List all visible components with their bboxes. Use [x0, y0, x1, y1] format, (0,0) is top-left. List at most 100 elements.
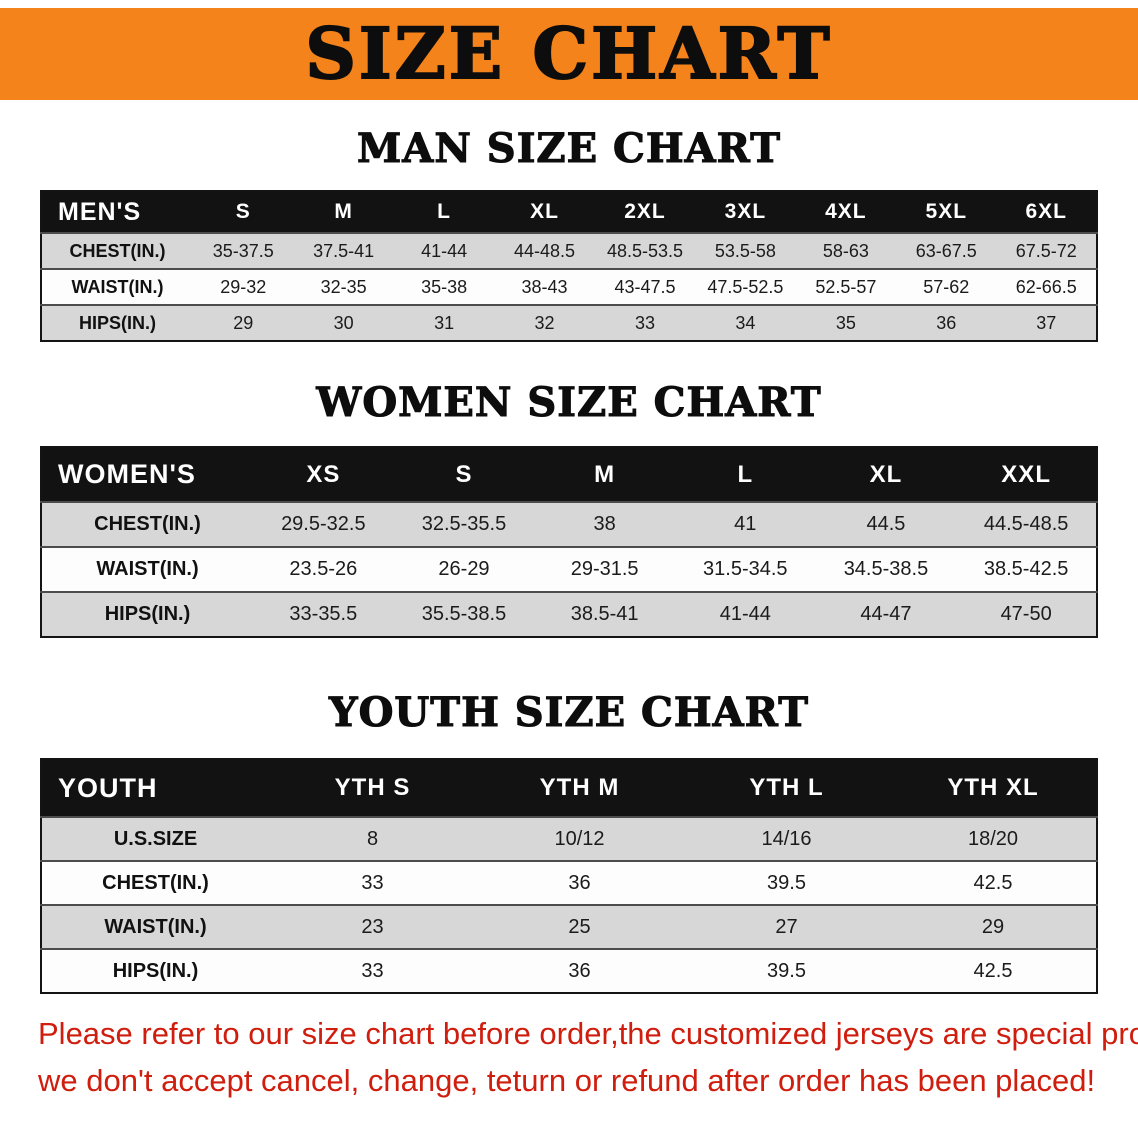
value-cell: 33: [594, 304, 696, 341]
value-cell: 34.5-38.5: [815, 546, 957, 592]
table-row: HIPS(IN.) 33-35.5 35.5-38.5 38.5-41 41-44 44-…: [41, 591, 1097, 637]
value-cell: 43-47.5: [594, 268, 696, 305]
value-cell: 37.5-41: [293, 232, 394, 269]
value-cell: 25: [476, 904, 683, 949]
size-header-cell: L: [674, 447, 816, 502]
value-cell: 29.5-32.5: [253, 501, 394, 547]
value-cell: 30: [293, 304, 394, 341]
value-cell: 38.5-41: [534, 591, 675, 637]
row-label-cell: CHEST(IN.): [41, 501, 253, 547]
table-row: WAIST(IN.) 29-32 32-35 35-38 38-43 43-47.5 47.…: [41, 268, 1097, 305]
value-cell: 18/20: [890, 816, 1097, 861]
row-label-cell: U.S.SIZE: [41, 816, 269, 861]
value-cell: 36: [476, 948, 683, 993]
youth-size-table: YOUTH YTH S YTH M YTH L YTH XL U.S.SIZE 8 10/12…: [40, 758, 1098, 994]
size-header-cell: 2XL: [594, 191, 696, 233]
value-cell: 38: [534, 501, 675, 547]
size-header-cell: M: [534, 447, 675, 502]
value-cell: 23: [269, 904, 476, 949]
value-cell: 38-43: [494, 268, 595, 305]
value-cell: 29-31.5: [534, 546, 675, 592]
row-label-cell: WAIST(IN.): [41, 546, 253, 592]
row-label-cell: HIPS(IN.): [41, 304, 193, 341]
value-cell: 38.5-42.5: [956, 546, 1097, 592]
banner-title: SIZE CHART: [304, 12, 833, 95]
row-label-cell: CHEST(IN.): [41, 860, 269, 905]
table-header-row: WOMEN'S XS S M L XL XXL: [41, 447, 1097, 502]
value-cell: 32-35: [293, 268, 394, 305]
value-cell: 32: [494, 304, 595, 341]
value-cell: 53.5-58: [695, 232, 796, 269]
women-section-heading: WOMEN SIZE CHART: [316, 379, 822, 426]
value-cell: 58-63: [795, 232, 897, 269]
men-size-section: MAN SIZE CHART MEN'S S M L XL 2XL 3XL 4XL 5XL 6XL…: [0, 125, 1138, 342]
men-size-table: MEN'S S M L XL 2XL 3XL 4XL 5XL 6XL CHEST(IN.) 35-37…: [40, 190, 1098, 342]
size-header-cell: S: [393, 447, 535, 502]
size-header-cell: 3XL: [695, 191, 796, 233]
table-title-cell: YOUTH: [41, 759, 269, 817]
value-cell: 44.5-48.5: [956, 501, 1097, 547]
value-cell: 41-44: [393, 232, 495, 269]
table-row: HIPS(IN.) 29 30 31 32 33 34 35 36 37: [41, 304, 1097, 341]
size-header-cell: YTH M: [476, 759, 683, 817]
size-header-cell: XL: [815, 447, 957, 502]
value-cell: 44-48.5: [494, 232, 595, 269]
value-cell: 35-38: [393, 268, 495, 305]
table-row: U.S.SIZE 8 10/12 14/16 18/20: [41, 816, 1097, 861]
size-header-cell: M: [293, 191, 394, 233]
size-header-cell: XL: [494, 191, 595, 233]
value-cell: 67.5-72: [996, 232, 1097, 269]
value-cell: 31: [393, 304, 495, 341]
size-chart-banner: SIZE CHART: [0, 8, 1138, 100]
table-header-row: YOUTH YTH S YTH M YTH L YTH XL: [41, 759, 1097, 817]
size-header-cell: S: [193, 191, 294, 233]
value-cell: 26-29: [393, 546, 535, 592]
value-cell: 42.5: [890, 948, 1097, 993]
table-row: CHEST(IN.) 33 36 39.5 42.5: [41, 860, 1097, 905]
value-cell: 29: [890, 904, 1097, 949]
value-cell: 41-44: [674, 591, 816, 637]
value-cell: 23.5-26: [253, 546, 394, 592]
value-cell: 10/12: [476, 816, 683, 861]
size-header-cell: YTH L: [683, 759, 890, 817]
youth-section-heading: YOUTH SIZE CHART: [328, 689, 809, 736]
size-header-cell: XXL: [956, 447, 1097, 502]
disclaimer-line-2: we don't accept cancel, change, teturn o…: [38, 1063, 1096, 1098]
value-cell: 48.5-53.5: [594, 232, 696, 269]
value-cell: 37: [996, 304, 1097, 341]
value-cell: 29: [193, 304, 294, 341]
size-header-cell: YTH S: [269, 759, 476, 817]
value-cell: 39.5: [683, 948, 890, 993]
value-cell: 14/16: [683, 816, 890, 861]
value-cell: 41: [674, 501, 816, 547]
size-header-cell: L: [393, 191, 495, 233]
size-header-cell: 4XL: [795, 191, 897, 233]
value-cell: 36: [896, 304, 997, 341]
men-section-heading: MAN SIZE CHART: [356, 125, 781, 172]
disclaimer-line-1: Please refer to our size chart before or…: [38, 1016, 1138, 1051]
value-cell: 52.5-57: [795, 268, 897, 305]
value-cell: 57-62: [896, 268, 997, 305]
row-label-cell: WAIST(IN.): [41, 904, 269, 949]
value-cell: 63-67.5: [896, 232, 997, 269]
value-cell: 42.5: [890, 860, 1097, 905]
table-row: WAIST(IN.) 23 25 27 29: [41, 904, 1097, 949]
value-cell: 33: [269, 860, 476, 905]
value-cell: 34: [695, 304, 796, 341]
women-size-table: WOMEN'S XS S M L XL XXL CHEST(IN.) 29.5-32.5 32.5…: [40, 446, 1098, 638]
size-header-cell: 5XL: [896, 191, 997, 233]
value-cell: 27: [683, 904, 890, 949]
value-cell: 47.5-52.5: [695, 268, 796, 305]
value-cell: 36: [476, 860, 683, 905]
table-title-cell: MEN'S: [41, 191, 193, 233]
disclaimer-note: Please refer to our size chart before or…: [38, 1010, 1138, 1104]
youth-size-section: YOUTH SIZE CHART YOUTH YTH S YTH M YTH L YTH…: [0, 689, 1138, 994]
value-cell: 31.5-34.5: [674, 546, 816, 592]
row-label-cell: CHEST(IN.): [41, 232, 193, 269]
value-cell: 33: [269, 948, 476, 993]
value-cell: 62-66.5: [996, 268, 1097, 305]
size-header-cell: 6XL: [996, 191, 1097, 233]
value-cell: 35: [795, 304, 897, 341]
value-cell: 39.5: [683, 860, 890, 905]
row-label-cell: HIPS(IN.): [41, 591, 253, 637]
